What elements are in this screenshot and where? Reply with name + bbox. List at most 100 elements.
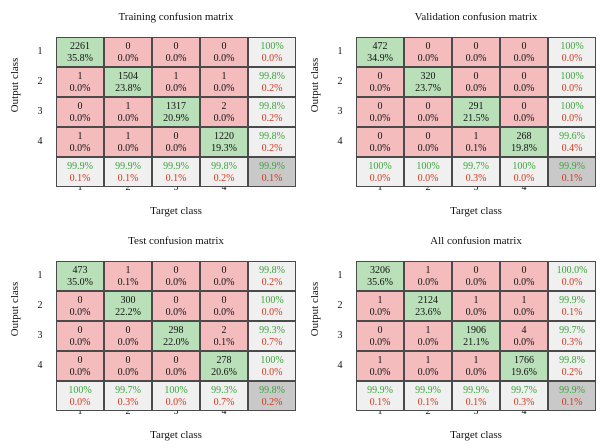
correct-cell: 1906 21.1% — [452, 321, 500, 351]
column-summary-cell-primary: 99.9% — [67, 161, 93, 172]
misclassified-cell: 1 0.0% — [56, 67, 104, 97]
misclassified-cell-primary: 0 — [77, 355, 83, 366]
misclassified-cell: 0 0.0% — [152, 127, 200, 157]
row-summary-cell: 100.0% 0.0% — [548, 261, 596, 291]
misclassified-cell-secondary: 0.0% — [117, 113, 139, 124]
column-tick-label: 2 — [425, 182, 431, 193]
correct-cell: 278 20.6% — [200, 351, 248, 381]
column-tick-label: 2 — [125, 406, 131, 417]
row-summary-cell-primary: 99.8% — [259, 71, 285, 82]
misclassified-cell-primary: 2 — [221, 325, 227, 336]
misclassified-cell-secondary: 0.0% — [465, 367, 487, 378]
column-summary-cell: 100% 0.0% — [356, 157, 404, 187]
row-tick-label: 3 — [337, 106, 343, 117]
misclassified-cell-primary: 0 — [173, 295, 179, 306]
row-summary-cell-secondary: 0.0% — [261, 307, 283, 318]
misclassified-cell-primary: 1 — [473, 295, 479, 306]
correct-cell-secondary: 21.5% — [463, 113, 489, 124]
correct-cell-primary: 1766 — [514, 355, 534, 366]
column-summary-cell-secondary: 0.1% — [417, 397, 439, 408]
misclassified-cell-primary: 1 — [473, 131, 479, 142]
row-summary-cell-primary: 99.8% — [259, 101, 285, 112]
row-tick-label: 1 — [37, 270, 43, 281]
overall-accuracy-cell-secondary: 0.1% — [561, 397, 583, 408]
misclassified-cell-primary: 1 — [77, 71, 83, 82]
misclassified-cell-secondary: 0.0% — [369, 337, 391, 348]
correct-cell-primary: 3206 — [370, 265, 390, 276]
misclassified-cell-primary: 0 — [77, 325, 83, 336]
correct-cell-secondary: 20.9% — [163, 113, 189, 124]
misclassified-cell-primary: 1 — [125, 101, 131, 112]
overall-accuracy-cell: 99.9% 0.1% — [548, 157, 596, 187]
misclassified-cell-secondary: 0.0% — [465, 53, 487, 64]
all-confusion-matrix: All confusion matrix Output class Target c… — [300, 224, 600, 448]
correct-cell-secondary: 22.2% — [115, 307, 141, 318]
column-summary-cell-primary: 99.7% — [115, 385, 141, 396]
misclassified-cell-secondary: 0.0% — [117, 53, 139, 64]
misclassified-cell-primary: 0 — [173, 131, 179, 142]
misclassified-cell: 1 0.0% — [452, 291, 500, 321]
row-summary-cell: 100% 0.0% — [548, 97, 596, 127]
misclassified-cell-primary: 0 — [173, 265, 179, 276]
x-axis-label: Target class — [150, 205, 202, 217]
misclassified-cell: 1 0.0% — [404, 351, 452, 381]
misclassified-cell-secondary: 0.0% — [465, 277, 487, 288]
row-summary-cell: 99.6% 0.4% — [548, 127, 596, 157]
misclassified-cell-primary: 0 — [173, 41, 179, 52]
misclassified-cell-secondary: 0.0% — [417, 143, 439, 154]
correct-cell-secondary: 35.0% — [67, 277, 93, 288]
misclassified-cell: 0 0.0% — [500, 261, 548, 291]
misclassified-cell-secondary: 0.0% — [165, 277, 187, 288]
column-tick-label: 3 — [473, 182, 479, 193]
misclassified-cell-secondary: 0.0% — [69, 367, 91, 378]
misclassified-cell: 1 0.1% — [104, 261, 152, 291]
misclassified-cell: 1 0.0% — [104, 127, 152, 157]
row-summary-cell-secondary: 0.2% — [261, 83, 283, 94]
row-summary-cell-secondary: 0.3% — [561, 337, 583, 348]
misclassified-cell: 0 0.0% — [152, 351, 200, 381]
misclassified-cell-primary: 0 — [173, 355, 179, 366]
correct-cell-secondary: 23.8% — [115, 83, 141, 94]
misclassified-cell-primary: 0 — [521, 71, 527, 82]
row-summary-cell-secondary: 0.0% — [561, 53, 583, 64]
misclassified-cell-primary: 1 — [377, 355, 383, 366]
matrix-title: Test confusion matrix — [128, 235, 224, 247]
correct-cell: 1317 20.9% — [152, 97, 200, 127]
misclassified-cell-primary: 0 — [221, 295, 227, 306]
misclassified-cell-secondary: 0.0% — [165, 83, 187, 94]
overall-accuracy-cell-primary: 99.9% — [259, 161, 285, 172]
correct-cell-primary: 2261 — [70, 41, 90, 52]
row-summary-cell: 99.7% 0.3% — [548, 321, 596, 351]
row-tick-label: 3 — [337, 330, 343, 341]
overall-accuracy-cell-secondary: 0.2% — [261, 397, 283, 408]
misclassified-cell: 0 0.0% — [200, 261, 248, 291]
row-summary-cell-secondary: 0.4% — [561, 143, 583, 154]
misclassified-cell: 0 0.0% — [56, 291, 104, 321]
misclassified-cell-secondary: 0.0% — [213, 307, 235, 318]
column-summary-cell-primary: 99.8% — [211, 161, 237, 172]
misclassified-cell-primary: 0 — [425, 41, 431, 52]
misclassified-cell-primary: 2 — [221, 101, 227, 112]
column-summary-cell-primary: 100% — [512, 161, 536, 172]
column-summary-cell-secondary: 0.1% — [117, 173, 139, 184]
row-summary-cell-secondary: 0.2% — [261, 113, 283, 124]
overall-accuracy-cell-secondary: 0.1% — [261, 173, 283, 184]
correct-cell: 2124 23.6% — [404, 291, 452, 321]
column-summary-cell-secondary: 0.0% — [417, 173, 439, 184]
matrix-title: Training confusion matrix — [118, 11, 234, 23]
correct-cell-secondary: 23.6% — [415, 307, 441, 318]
correct-cell-secondary: 35.8% — [67, 53, 93, 64]
row-tick-label: 3 — [37, 330, 43, 341]
misclassified-cell-secondary: 0.0% — [465, 83, 487, 94]
column-tick-label: 2 — [425, 406, 431, 417]
correct-cell: 1766 19.6% — [500, 351, 548, 381]
column-summary-cell-primary: 99.9% — [367, 385, 393, 396]
column-summary-cell: 99.9% 0.1% — [56, 157, 104, 187]
misclassified-cell-secondary: 0.0% — [417, 113, 439, 124]
misclassified-cell-secondary: 0.0% — [117, 143, 139, 154]
misclassified-cell-secondary: 0.0% — [213, 277, 235, 288]
overall-accuracy-cell: 99.9% 0.1% — [248, 157, 296, 187]
misclassified-cell: 0 0.0% — [104, 351, 152, 381]
misclassified-cell-primary: 0 — [473, 71, 479, 82]
column-tick-label: 3 — [173, 406, 179, 417]
